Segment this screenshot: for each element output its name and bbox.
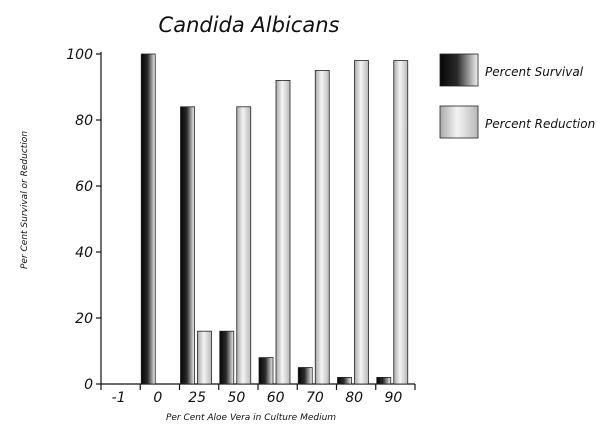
bar-survival: [219, 330, 235, 385]
bar-reduction: [275, 80, 291, 385]
bar-reduction: [197, 330, 212, 385]
x-ticks: -1 0 25 50 60 70 80 90: [100, 384, 416, 406]
y-tick-label: 60: [75, 179, 93, 195]
bar-survival: [258, 357, 274, 385]
x-tick-label: -1: [112, 390, 126, 406]
bar-reduction: [354, 60, 369, 385]
y-ticks: 0 20 40 60 80 100: [66, 47, 101, 393]
x-tick-label: 90: [384, 390, 402, 406]
bar-survival: [140, 53, 156, 385]
y-axis-label: Per Cent Survival or Reduction: [20, 131, 30, 269]
legend-label: Percent Reduction: [485, 117, 595, 131]
bar-survival: [376, 376, 392, 385]
legend-swatch: [439, 105, 479, 139]
x-tick-label: 50: [227, 390, 245, 406]
x-tick-label: 0: [153, 390, 162, 406]
x-tick-label: 25: [188, 390, 206, 406]
chart-title: Candida Albicans: [159, 13, 340, 37]
y-tick-label: 40: [75, 245, 93, 261]
y-tick-label: 80: [75, 113, 93, 129]
y-tick-label: 100: [66, 47, 93, 63]
legend-swatch: [439, 53, 479, 87]
legend-label: Percent Survival: [485, 65, 584, 79]
y-tick-label: 20: [75, 311, 93, 327]
x-tick-label: 80: [345, 390, 363, 406]
x-axis-label: Per Cent Aloe Vera in Culture Medium: [166, 413, 336, 423]
legend: Percent Survival Percent Reduction: [439, 53, 595, 139]
bar-reduction: [393, 60, 409, 385]
bar-survival: [337, 376, 352, 385]
bar-survival: [180, 106, 195, 385]
bar-reduction: [314, 70, 330, 385]
bars: [140, 53, 409, 385]
x-tick-label: 60: [267, 390, 285, 406]
bar-survival: [297, 367, 313, 385]
bar-reduction: [236, 106, 252, 385]
x-tick-label: 70: [306, 390, 324, 406]
y-tick-label: 0: [84, 377, 93, 393]
